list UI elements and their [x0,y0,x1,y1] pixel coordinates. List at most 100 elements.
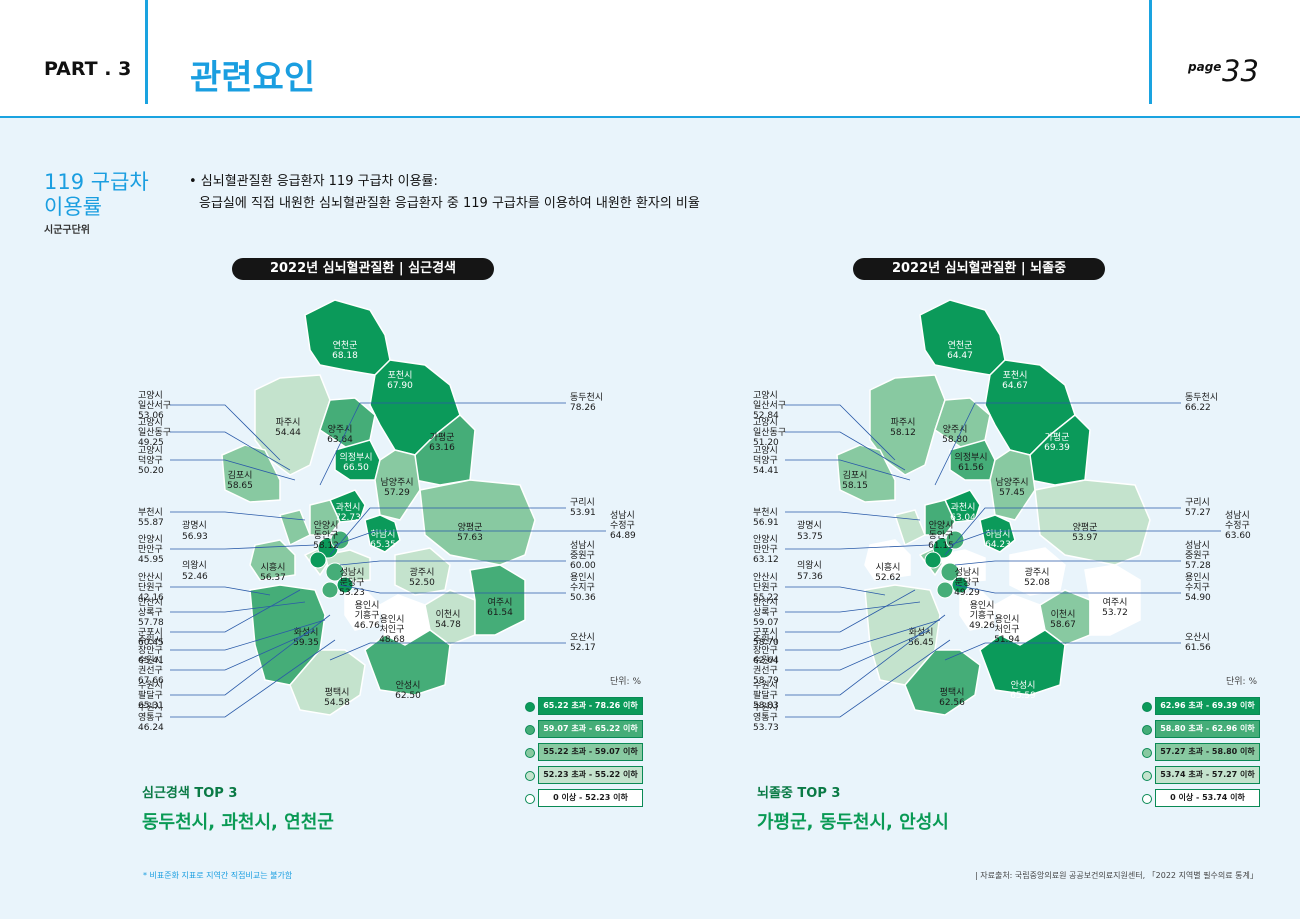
unit-label: 단위: % [1226,677,1258,687]
footnote: * 비표준화 지표로 지역간 직접비교는 불가함 [143,871,293,880]
callout-name: 동두천시 [1185,392,1218,403]
region-name: 하남시 [371,529,396,540]
region-value: 49.29 [954,588,980,598]
top3-value: 가평군, 동두천시, 안성시 [757,812,949,833]
region-value: 58.80 [942,435,968,445]
callout-line [785,614,946,696]
callout-name: 수원시 [753,635,778,646]
callout-line [170,614,331,696]
region-value: 62.56 [939,698,965,708]
region-value: 66.50 [343,463,369,473]
callout-name: 성남시 [1225,510,1250,521]
region-name: 광명시 [182,519,207,531]
callout-value: 58.79 [753,676,779,686]
callout-value: 59.07 [753,618,779,628]
callout-name: 팔달구 [138,689,163,701]
section-title: 119 구급차 이용률 [44,170,149,219]
legend-range-label: 0 이상 - 52.23 이하 [538,789,643,807]
callout-line [170,586,271,596]
map-title-pill: 2022년 심뇌혈관질환 | 심근경색 [232,258,494,280]
region-value: 69.39 [1044,443,1070,453]
region-name: 양주시 [328,424,353,435]
map-region [289,649,366,716]
region-value: 58.67 [1050,620,1076,630]
callout-line [949,530,1221,546]
callout-name: 안산시 [753,597,778,608]
callout-name: 군포시 [753,627,778,638]
map-region [1034,479,1151,566]
callout-name: 안산시 [138,572,163,583]
callout-name: 성남시 [1185,540,1210,551]
callout-name: 수지구 [570,582,595,593]
callout-value: 53.06 [138,411,164,421]
legend-swatch-dot [525,702,535,712]
region-value: 53.72 [1102,608,1128,618]
page-title: 관련요인 [190,58,316,98]
map-region [364,514,401,553]
callout-name: 구리시 [570,497,595,508]
region-name: 김포시 [228,469,253,481]
callout-name: 성남시 [610,510,635,521]
region-value: 67.90 [387,381,413,391]
region-value: 63.16 [429,443,455,453]
region-value: 61.54 [487,608,513,618]
region-value: 58.65 [227,481,253,491]
callout-line [319,402,566,486]
map-region [904,649,981,716]
region-value: 58.12 [313,541,339,551]
callout-name: 용인시 [570,572,595,583]
region-value: 56.93 [182,532,208,542]
map-region [419,479,536,566]
region-name: 기흥구 [970,609,995,621]
region-name: 의왕시 [797,560,822,571]
legend-range-label: 62.96 초과 - 69.39 이하 [1155,697,1260,715]
region-value: 62.50 [395,691,421,701]
callout-value: 58.83 [753,701,779,711]
region-name: 의정부시 [954,452,987,463]
callout-name: 일산서구 [138,400,171,411]
callout-line [785,629,931,671]
region-name: 기흥구 [355,609,380,621]
region-value: 54.58 [324,698,350,708]
region-name: 하남시 [986,529,1011,540]
region-name: 포천시 [1003,370,1028,381]
region-value: 57.45 [999,488,1025,498]
map-region [469,564,526,636]
callout-name: 덕양구 [138,455,163,466]
callout-value: 45.95 [138,555,164,565]
callout-name: 고양시 [138,445,163,456]
callout-value: 57.27 [1185,508,1211,518]
map-region-small [924,551,942,569]
callout-value: 57.78 [138,618,164,628]
region-value: 64.47 [947,351,973,361]
map-region [1009,547,1066,596]
legend-swatch-dot [1142,771,1152,781]
region-name: 평택시 [325,687,350,698]
callout-line [785,404,896,461]
region-name: 광주시 [410,566,435,578]
callout-line [170,404,281,461]
callout-value: 42.16 [138,593,164,603]
part-label: PART . 3 [44,58,132,80]
region-name: 광주시 [1025,566,1050,578]
callout-value: 52.17 [570,643,596,653]
region-name: 양주시 [943,424,968,435]
callout-value: 65.41 [138,656,164,666]
callout-line [329,507,566,556]
